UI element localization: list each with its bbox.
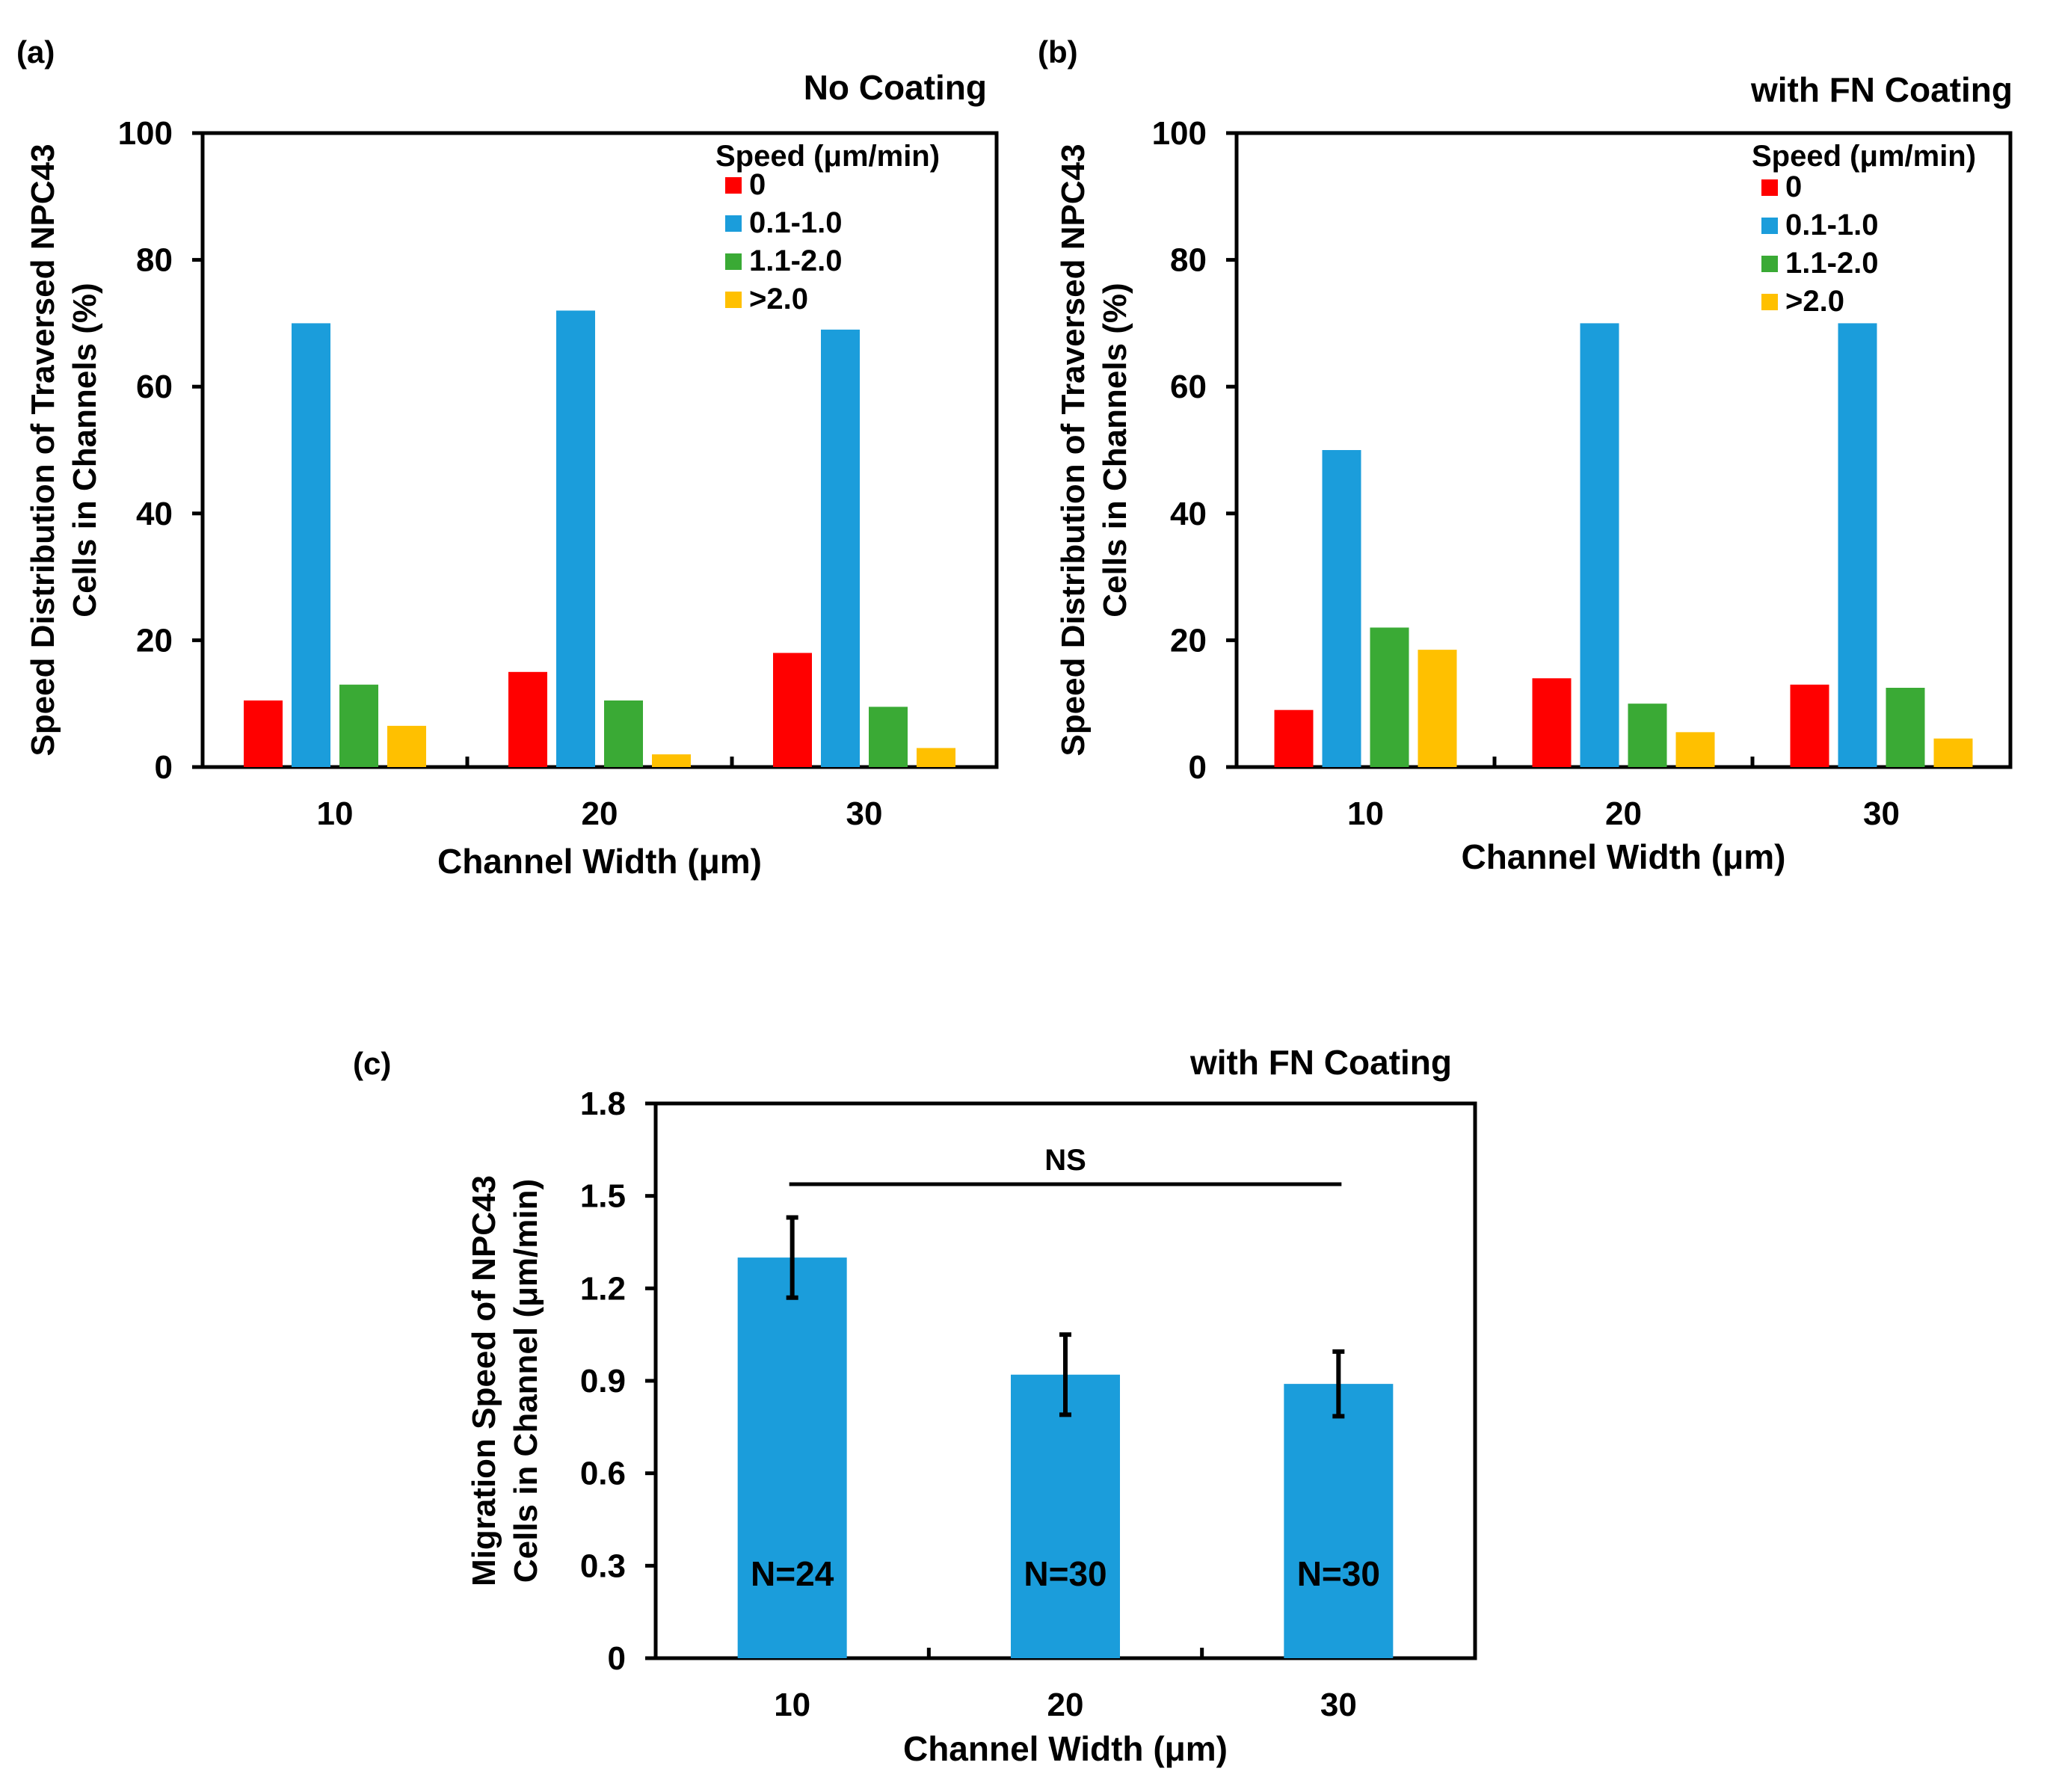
bar-1120-10 [1370, 627, 1409, 767]
bar-1120-10 [339, 684, 378, 767]
y-tick-label: 80 [136, 242, 173, 279]
legend-label: 1.1-2.0 [749, 244, 843, 277]
plot-frame [200, 131, 999, 769]
bar-0-30 [773, 653, 812, 767]
panel-label: (b) [1038, 34, 1078, 70]
bar-1120-30 [869, 706, 908, 767]
y-tick-label: 60 [136, 369, 173, 405]
y-axis-label-line: Migration Speed of NPC43 [466, 1175, 502, 1586]
legend-swatch [1761, 294, 1778, 310]
y-tick-label: 0 [155, 749, 173, 786]
y-tick-label: 0.3 [580, 1548, 626, 1584]
legend-title: Speed (μm/min) [1752, 140, 1976, 173]
chart-panel-3: (c) with FN Coating 0 0.3 0.6 0.9 1.2 1.5 1.8 10 2… [353, 1043, 1477, 1768]
y-tick-label: 1.8 [580, 1086, 626, 1122]
bar-n-label: N=30 [1024, 1554, 1106, 1593]
bar-20-10 [387, 725, 426, 767]
chart-panel-1: (a) No Coating 0 20 40 60 80 100 10 20 30 Channel W… [16, 34, 999, 881]
legend-swatch [725, 292, 742, 308]
bar-0110-20 [556, 310, 595, 767]
y-tick-label: 40 [136, 496, 173, 532]
legend-swatch [725, 215, 742, 232]
x-tick-label: 30 [1863, 795, 1900, 832]
y-axis-label-line: Cells in Channels (%) [67, 283, 103, 617]
x-tick-label: 20 [582, 795, 618, 832]
y-tick-label: 20 [1170, 622, 1207, 659]
bar-0-20 [1532, 678, 1572, 767]
legend-swatch [725, 253, 742, 270]
legend-label: >2.0 [1785, 285, 1844, 318]
legend-title: Speed (μm/min) [715, 140, 940, 173]
bar-10 [737, 1257, 847, 1658]
y-tick-label: 60 [1170, 369, 1207, 405]
x-axis-label: Channel Width (μm) [1461, 837, 1785, 876]
x-tick-label: 20 [1047, 1687, 1084, 1723]
x-tick-label: 10 [774, 1687, 810, 1723]
y-tick-label: 1.5 [580, 1178, 626, 1215]
y-tick-label: 100 [1152, 115, 1207, 152]
bar-1120-30 [1886, 688, 1925, 767]
y-tick-label: 20 [136, 622, 173, 659]
bar-20-10 [1418, 650, 1457, 767]
panel-label: (a) [16, 34, 55, 70]
x-tick-label: 10 [317, 795, 354, 832]
bar-20-20 [652, 754, 691, 767]
legend-swatch [1761, 256, 1778, 272]
bar-0110-10 [292, 323, 330, 767]
bar-0-10 [1274, 709, 1314, 767]
legend-swatch [1761, 179, 1778, 196]
legend-label: >2.0 [749, 283, 808, 315]
plot-frame [1234, 131, 2013, 769]
legend-label: 0 [1785, 170, 1802, 203]
bar-20-20 [1675, 732, 1715, 767]
x-axis-label: Channel Width (μm) [903, 1729, 1228, 1768]
x-axis-label: Channel Width (μm) [437, 842, 762, 881]
bar-20 [1011, 1374, 1120, 1658]
panel-label: (c) [353, 1046, 391, 1081]
x-tick-label: 20 [1605, 795, 1642, 832]
bar-0110-20 [1580, 323, 1619, 767]
y-tick-label: 0.9 [580, 1363, 626, 1400]
bar-0-10 [244, 700, 283, 767]
y-axis-label-line: Cells in Channels (%) [1097, 283, 1133, 617]
bar-20-30 [1933, 738, 1973, 767]
significance-label: NS [1044, 1144, 1086, 1177]
bar-0-20 [508, 671, 547, 767]
bar-0110-30 [821, 329, 860, 767]
legend-label: 0.1-1.0 [749, 206, 843, 239]
bar-0-30 [1790, 684, 1829, 767]
x-tick-label: 30 [846, 795, 883, 832]
y-tick-label: 0.6 [580, 1456, 626, 1492]
y-tick-label: 100 [118, 115, 173, 152]
legend-swatch [725, 177, 742, 194]
bar-n-label: N=24 [751, 1554, 834, 1593]
y-axis-label-line: Speed Distribution of Traversed NPC43 [25, 144, 61, 756]
chart-title: No Coating [804, 68, 987, 107]
y-tick-label: 0 [608, 1640, 626, 1677]
bar-n-label: N=30 [1297, 1554, 1380, 1593]
bar-0110-10 [1322, 450, 1361, 767]
y-tick-label: 80 [1170, 242, 1207, 279]
legend-swatch [1761, 218, 1778, 234]
legend-label: 1.1-2.0 [1785, 247, 1879, 280]
bar-20-30 [917, 748, 955, 767]
y-tick-label: 0 [1189, 749, 1207, 786]
legend-label: 0 [749, 168, 766, 201]
bar-1120-20 [604, 700, 643, 767]
y-tick-label: 1.2 [580, 1270, 626, 1307]
legend-label: 0.1-1.0 [1785, 209, 1879, 241]
chart-title: with FN Coating [1750, 70, 2013, 109]
bar-1120-20 [1628, 703, 1667, 767]
y-tick-label: 40 [1170, 496, 1207, 532]
y-axis-label-line: Speed Distribution of Traversed NPC43 [1055, 144, 1092, 756]
x-tick-label: 10 [1347, 795, 1384, 832]
chart-title: with FN Coating [1189, 1043, 1452, 1082]
y-axis-label-line: Cells in Channel (μm/min) [508, 1179, 544, 1583]
chart-panel-2: (b) with FN Coating 0 20 40 60 80 100 10 20 30 Chan… [1038, 34, 2013, 876]
bar-0110-30 [1838, 323, 1877, 767]
x-tick-label: 30 [1320, 1687, 1357, 1723]
bar-30 [1284, 1384, 1394, 1658]
